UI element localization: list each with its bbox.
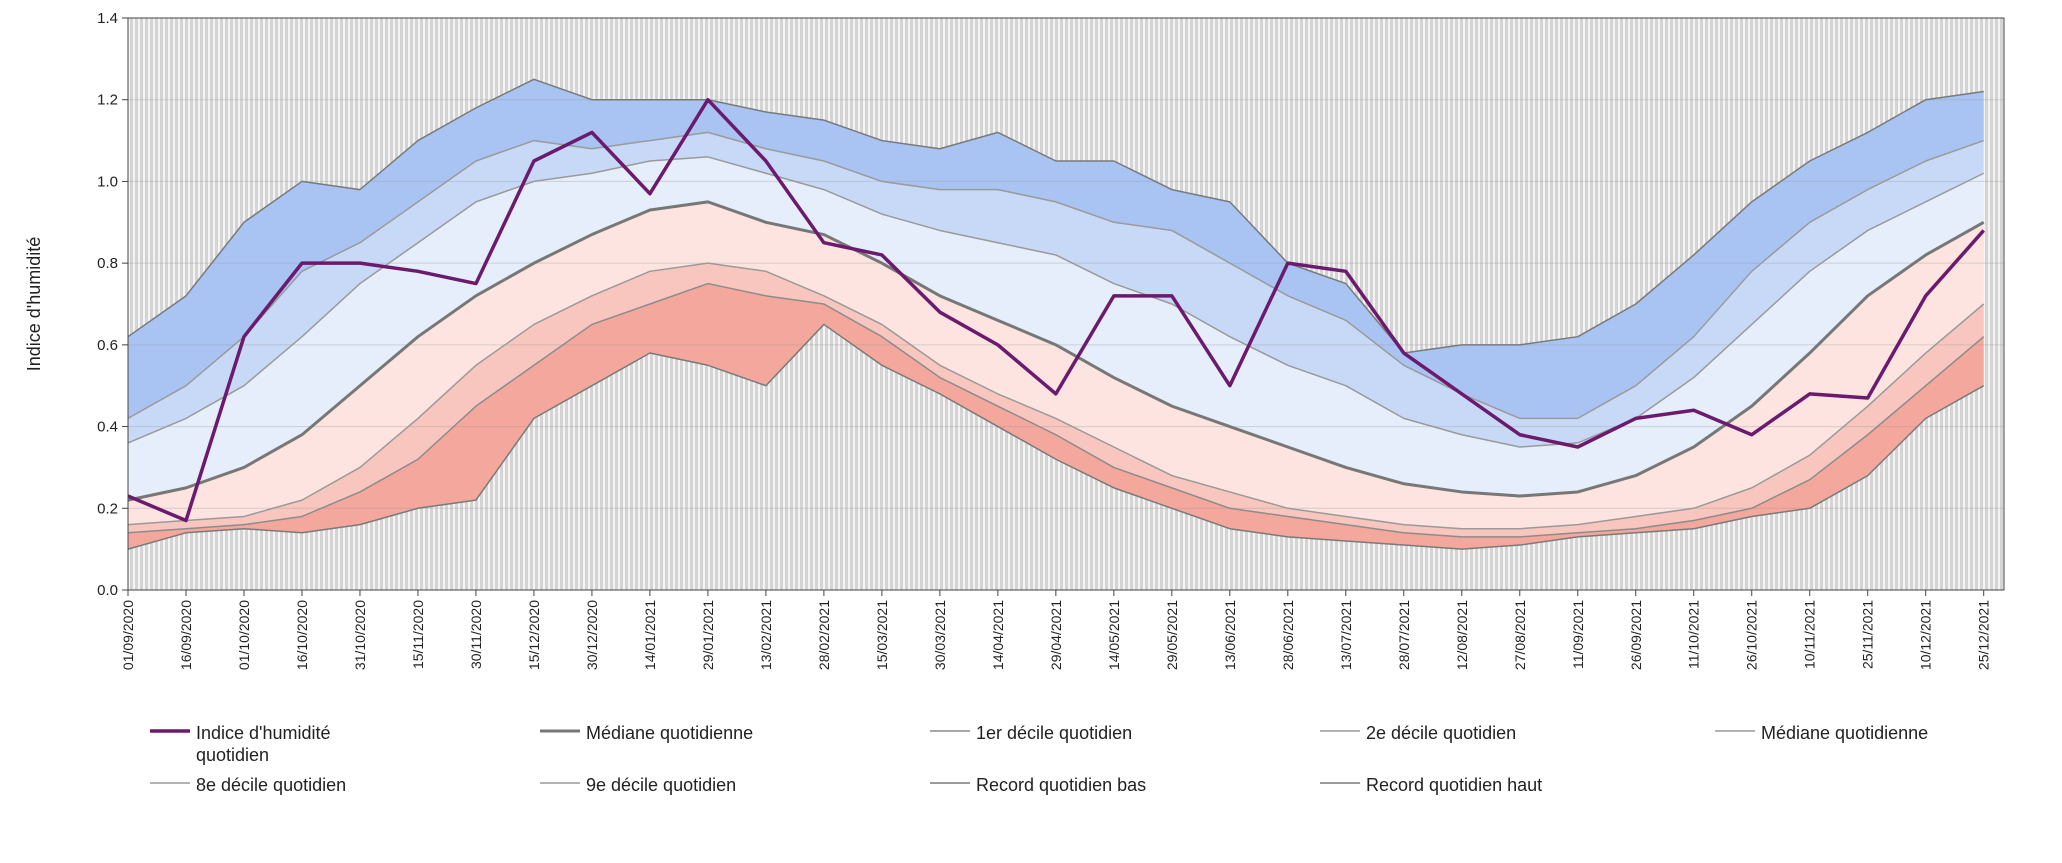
plot-frame bbox=[127, 17, 2005, 591]
x-tick-label: 15/03/2021 bbox=[874, 600, 890, 670]
x-tick-label: 15/11/2020 bbox=[410, 600, 426, 669]
legend-item: Médiane quotidienne bbox=[1715, 722, 2015, 766]
legend-swatch bbox=[150, 782, 190, 784]
x-tick-label: 16/10/2020 bbox=[294, 600, 310, 670]
legend-label: 2e décile quotidien bbox=[1366, 723, 1517, 743]
legend-swatch bbox=[540, 729, 580, 733]
x-tick-label: 11/10/2021 bbox=[1686, 600, 1702, 669]
y-tick-label: 0.8 bbox=[97, 255, 118, 272]
legend-item: Record quotidien haut bbox=[1320, 774, 1715, 796]
series-line bbox=[127, 282, 1985, 538]
band bbox=[128, 156, 1984, 501]
x-tick-label: 25/12/2021 bbox=[1976, 600, 1992, 670]
legend-label: Record quotidien bas bbox=[976, 775, 1147, 795]
x-tick-label: 01/10/2020 bbox=[236, 600, 252, 670]
x-tick-label: 15/12/2020 bbox=[526, 600, 542, 670]
y-tick-label: 0.4 bbox=[97, 419, 118, 436]
x-tick-label: 12/08/2021 bbox=[1454, 600, 1470, 670]
series-line bbox=[127, 200, 1985, 502]
x-tick-label: 01/09/2020 bbox=[120, 600, 136, 670]
y-tick-label: 0.2 bbox=[97, 500, 118, 517]
x-tick-label: 13/06/2021 bbox=[1222, 600, 1238, 670]
y-tick-label: 0.6 bbox=[97, 337, 118, 354]
legend-swatch bbox=[540, 782, 580, 784]
legend-swatch bbox=[930, 782, 970, 784]
series-line bbox=[127, 156, 1985, 448]
x-tick-label: 13/07/2021 bbox=[1338, 600, 1354, 670]
legend-item: 8e décile quotidien bbox=[150, 774, 540, 796]
legend-swatch bbox=[930, 730, 970, 732]
x-tick-label: 10/11/2021 bbox=[1802, 600, 1818, 669]
series-line bbox=[127, 323, 1985, 550]
legend-item: Médiane quotidienne bbox=[540, 722, 930, 766]
x-tick-label: 16/09/2020 bbox=[178, 600, 194, 670]
legend-item: 9e décile quotidien bbox=[540, 774, 930, 796]
series-line bbox=[127, 97, 1986, 523]
x-tick-label: 26/09/2021 bbox=[1628, 600, 1644, 670]
band bbox=[128, 283, 1984, 550]
band bbox=[128, 263, 1984, 537]
legend-label: 8e décile quotidien bbox=[196, 775, 347, 795]
y-tick-label: 1.0 bbox=[97, 173, 118, 190]
x-tick-label: 11/09/2021 bbox=[1570, 600, 1586, 669]
legend-label: 9e décile quotidien bbox=[586, 775, 737, 795]
y-tick-label: 1.4 bbox=[97, 10, 118, 27]
x-tick-label: 30/11/2020 bbox=[468, 600, 484, 669]
legend-label: 1er décile quotidien bbox=[976, 723, 1133, 743]
legend-label: Record quotidien haut bbox=[1366, 775, 1543, 795]
series-line bbox=[127, 262, 1985, 530]
series-line bbox=[127, 78, 1984, 354]
legend-swatch bbox=[1715, 730, 1755, 732]
legend-item: Record quotidien bas bbox=[930, 774, 1320, 796]
x-tick-label: 30/12/2020 bbox=[584, 600, 600, 670]
x-tick-label: 31/10/2020 bbox=[352, 600, 368, 670]
x-tick-label: 13/02/2021 bbox=[758, 600, 774, 670]
legend-item: 1er décile quotidien bbox=[930, 722, 1320, 766]
y-axis-label: Indice d'humidité bbox=[24, 237, 44, 372]
y-tick-label: 1.2 bbox=[97, 92, 118, 109]
x-tick-label: 14/01/2021 bbox=[642, 600, 658, 670]
legend-swatch bbox=[150, 729, 190, 733]
legend-swatch bbox=[1320, 730, 1360, 732]
x-tick-label: 27/08/2021 bbox=[1512, 600, 1528, 670]
legend-label: Médiane quotidienne bbox=[1761, 723, 1929, 743]
legend-label: Médiane quotidienne bbox=[586, 723, 754, 743]
legend-label: Indice d'humidité quotidien bbox=[196, 723, 331, 765]
x-tick-label: 28/02/2021 bbox=[816, 600, 832, 670]
x-tick-label: 26/10/2021 bbox=[1744, 600, 1760, 670]
x-tick-label: 14/04/2021 bbox=[990, 600, 1006, 670]
x-tick-label: 28/07/2021 bbox=[1396, 600, 1412, 670]
legend-item: 2e décile quotidien bbox=[1320, 722, 1715, 766]
x-tick-label: 29/05/2021 bbox=[1164, 600, 1180, 670]
x-tick-label: 28/06/2021 bbox=[1280, 600, 1296, 670]
legend: Indice d'humidité quotidien Médiane quoti… bbox=[150, 722, 2015, 796]
x-tick-label: 10/12/2021 bbox=[1918, 600, 1934, 670]
x-tick-label: 25/11/2021 bbox=[1860, 600, 1876, 669]
x-tick-label: 30/03/2021 bbox=[932, 600, 948, 670]
legend-swatch bbox=[1320, 782, 1360, 784]
y-tick-label: 0.0 bbox=[97, 582, 118, 599]
series-line bbox=[127, 131, 1984, 420]
chart: Indice d'humidité 0.0 0.2 0.4 0.6 0.8 1.0 1.2 1… bbox=[24, 10, 2005, 670]
x-tick-label: 29/04/2021 bbox=[1048, 600, 1064, 670]
band bbox=[128, 201, 1984, 529]
x-tick-label: 29/01/2021 bbox=[700, 600, 716, 670]
x-tick-label: 14/05/2021 bbox=[1106, 600, 1122, 670]
legend-item: Indice d'humidité quotidien bbox=[150, 722, 540, 766]
